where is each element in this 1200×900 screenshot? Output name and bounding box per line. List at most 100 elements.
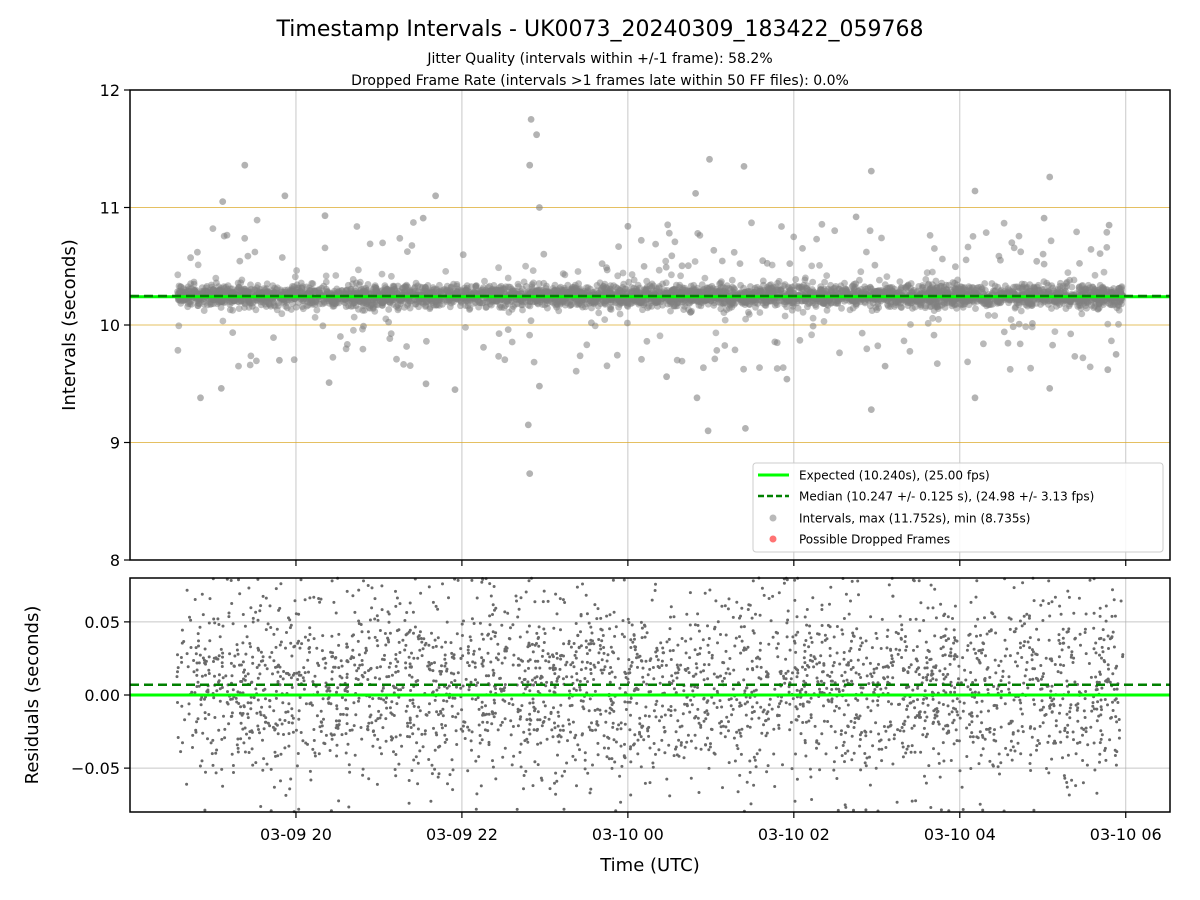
residual-point [816, 632, 819, 636]
residual-point [1104, 758, 1108, 762]
interval-point [1029, 320, 1036, 327]
interval-point [361, 307, 368, 314]
interval-point [919, 284, 926, 291]
residual-point [1013, 749, 1017, 753]
interval-point [773, 365, 781, 372]
residual-point [256, 676, 260, 680]
interval-point [836, 349, 843, 357]
interval-point [1102, 297, 1110, 305]
residual-point [603, 665, 607, 669]
residual-point [859, 644, 863, 648]
interval-point [252, 306, 260, 314]
interval-point [779, 364, 787, 371]
interval-point [544, 304, 551, 312]
residual-point [996, 765, 1000, 769]
residual-point [291, 673, 295, 677]
interval-point [229, 329, 237, 336]
residual-point [328, 749, 332, 752]
residual-point [837, 706, 841, 710]
residual-point [451, 768, 455, 772]
residual-point [886, 675, 890, 679]
residual-point [541, 600, 545, 604]
residual-point [857, 672, 861, 676]
interval-point [799, 245, 806, 252]
interval-point [1007, 316, 1015, 323]
residual-point [390, 673, 394, 677]
interval-point [662, 279, 670, 287]
residual-point [739, 752, 743, 756]
residual-point [1003, 638, 1007, 642]
interval-point [443, 298, 451, 306]
residual-point [480, 656, 484, 660]
residual-point [1094, 641, 1098, 645]
residual-point [347, 763, 351, 767]
interval-point [929, 268, 936, 276]
residual-point [396, 660, 400, 664]
residual-point [303, 635, 307, 639]
residual-point [265, 762, 269, 766]
interval-point [1071, 353, 1079, 360]
interval-point [640, 299, 648, 307]
interval-point [866, 284, 874, 292]
residual-point [1036, 739, 1040, 742]
residual-point [407, 655, 411, 659]
residual-point [706, 624, 709, 628]
residual-point [694, 662, 698, 666]
residual-point [278, 643, 282, 647]
interval-point [615, 303, 623, 311]
residual-point [447, 696, 451, 700]
residual-point [975, 634, 978, 638]
residual-point [818, 768, 822, 772]
residual-point [1062, 774, 1066, 778]
residual-point [779, 699, 783, 703]
residual-point [352, 701, 356, 705]
interval-point [1017, 307, 1025, 315]
interval-point [781, 312, 789, 320]
residual-point [591, 763, 594, 767]
residual-point [360, 630, 364, 634]
interval-point [638, 355, 645, 363]
interval-point [849, 304, 857, 312]
residual-point [525, 630, 529, 634]
residual-point [385, 706, 389, 710]
interval-point [1051, 328, 1059, 335]
residual-point [221, 784, 225, 788]
interval-outlier-point [217, 385, 225, 392]
residual-point [477, 723, 481, 727]
interval-point [466, 306, 473, 313]
residual-point [474, 698, 478, 701]
residual-point [318, 600, 322, 604]
interval-point [745, 309, 752, 316]
residual-point [451, 715, 455, 718]
residual-point [466, 661, 470, 665]
residual-point [373, 635, 377, 639]
interval-point [831, 227, 839, 235]
residual-point [394, 604, 398, 608]
residual-point [642, 738, 646, 742]
interval-point [350, 299, 358, 307]
interval-point [269, 282, 277, 290]
interval-point [1049, 284, 1057, 292]
residual-point [241, 641, 245, 645]
interval-point [506, 283, 514, 291]
residual-point [833, 709, 837, 713]
interval-point [323, 288, 331, 296]
residual-point [885, 635, 889, 638]
interval-outlier-point [533, 131, 540, 139]
residual-point [555, 612, 559, 616]
residual-point [473, 661, 477, 665]
interval-point [987, 301, 995, 308]
residual-point [876, 699, 880, 703]
interval-point [686, 300, 693, 307]
interval-point [505, 309, 513, 316]
residual-point [261, 738, 264, 742]
residual-point [299, 731, 303, 734]
residual-point [689, 698, 693, 702]
interval-outlier-point [867, 167, 875, 175]
interval-point [342, 345, 350, 353]
interval-point [1068, 283, 1076, 291]
interval-point [499, 285, 507, 292]
interval-point [436, 302, 443, 309]
residual-point [235, 648, 239, 652]
